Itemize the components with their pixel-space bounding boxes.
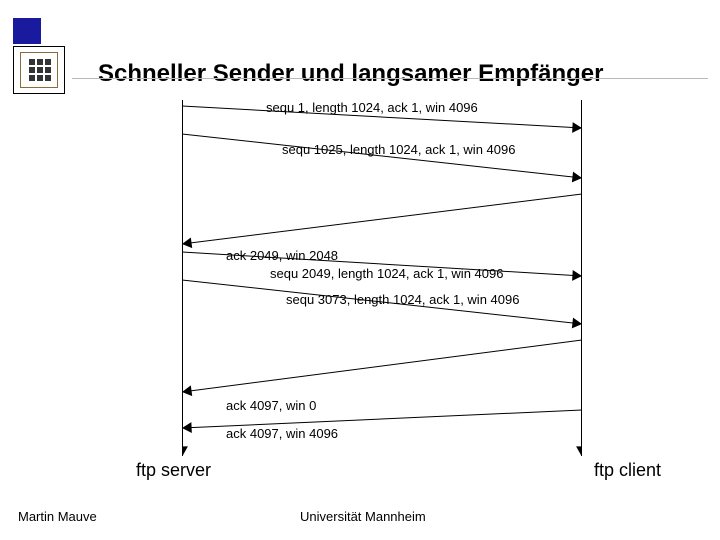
castle-icon bbox=[20, 52, 58, 88]
message-label: ack 2049, win 2048 bbox=[226, 248, 338, 263]
title-underline bbox=[72, 78, 708, 79]
page-title: Schneller Sender und langsamer Empfänger bbox=[98, 60, 603, 88]
message-label: ack 4097, win 0 bbox=[226, 398, 316, 413]
blue-accent-block bbox=[13, 18, 41, 44]
message-label: sequ 1, length 1024, ack 1, win 4096 bbox=[266, 100, 478, 115]
left-endpoint-label: ftp server bbox=[136, 460, 211, 481]
right-endpoint-label: ftp client bbox=[594, 460, 661, 481]
footer-university: Universität Mannheim bbox=[300, 509, 426, 524]
message-label: ack 4097, win 4096 bbox=[226, 426, 338, 441]
message-label: sequ 3073, length 1024, ack 1, win 4096 bbox=[286, 292, 519, 307]
university-logo bbox=[13, 46, 65, 94]
footer-author: Martin Mauve bbox=[18, 509, 97, 524]
header: Schneller Sender und langsamer Empfänger bbox=[0, 18, 720, 76]
sequence-diagram: sequ 1, length 1024, ack 1, win 4096 sequ… bbox=[182, 100, 582, 456]
message-label: sequ 1025, length 1024, ack 1, win 4096 bbox=[282, 142, 515, 157]
message-label: sequ 2049, length 1024, ack 1, win 4096 bbox=[270, 266, 503, 281]
